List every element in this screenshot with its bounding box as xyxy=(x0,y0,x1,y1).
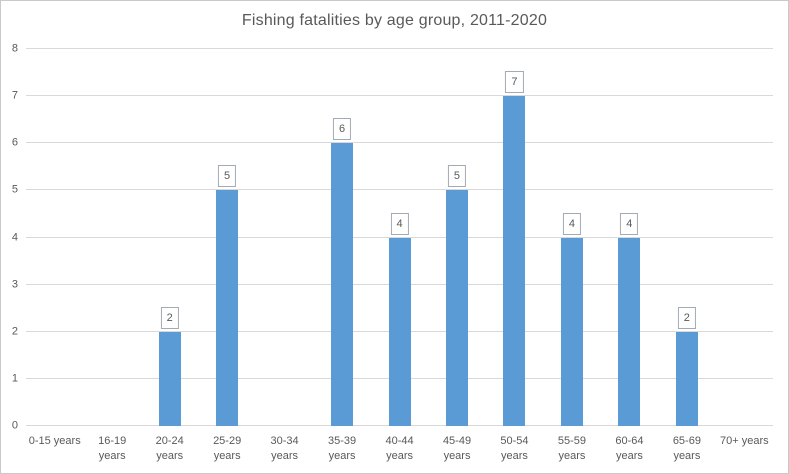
bar xyxy=(618,237,641,426)
bar xyxy=(560,237,583,426)
x-tick-label: 35-39 years xyxy=(328,435,357,462)
y-axis: 0 1 2 3 4 5 6 7 8 xyxy=(1,43,20,431)
x-tick-label: 70+ years xyxy=(720,435,769,447)
x-tick-label: 20-24 years xyxy=(155,435,184,462)
x-axis: 0-15 years 16-19 years 20-24 years 25-29 years… xyxy=(26,434,773,464)
data-label: 4 xyxy=(390,212,409,235)
y-tick-label: 1 xyxy=(11,372,18,385)
gridline xyxy=(26,236,773,238)
data-label: 4 xyxy=(562,212,581,235)
y-tick-label: 2 xyxy=(11,325,18,338)
y-tick-label: 7 xyxy=(11,89,18,102)
data-label: 5 xyxy=(447,165,467,188)
data-label: 2 xyxy=(677,306,696,329)
y-tick-label: 8 xyxy=(11,42,18,55)
x-tick-label: 0-15 years xyxy=(28,435,81,447)
bar xyxy=(675,331,698,426)
x-tick-label: 40-44 years xyxy=(385,435,414,462)
x-tick-label: 25-29 years xyxy=(213,435,242,462)
bar xyxy=(445,190,468,426)
chart-title: Fishing fatalities by age group, 2011-20… xyxy=(241,12,548,29)
x-tick-label: 50-54 years xyxy=(500,435,529,462)
bar xyxy=(216,190,239,426)
gridline xyxy=(26,48,773,49)
x-tick-label: 55-59 years xyxy=(557,435,587,462)
y-tick-label: 5 xyxy=(11,183,18,196)
gridline xyxy=(26,95,773,97)
y-tick-label: 0 xyxy=(11,419,18,432)
y-tick-label: 3 xyxy=(11,278,18,291)
data-label: 4 xyxy=(620,212,639,235)
data-label: 5 xyxy=(218,165,237,188)
plot-area: 2 5 6 4 5 7 4 4 2 xyxy=(26,48,773,426)
data-label: 2 xyxy=(160,306,179,329)
bar xyxy=(331,143,354,426)
x-tick-label: 16-19 years xyxy=(98,435,127,462)
data-label: 7 xyxy=(505,71,524,94)
bar xyxy=(158,331,181,426)
x-tick-label: 45-49 years xyxy=(442,435,472,462)
gridline xyxy=(26,142,773,144)
bar xyxy=(503,96,526,426)
y-tick-label: 6 xyxy=(11,136,18,149)
data-label: 6 xyxy=(332,118,352,141)
y-tick-label: 4 xyxy=(11,231,18,243)
x-tick-label: 65-69 years xyxy=(672,435,701,462)
bar xyxy=(388,237,411,426)
x-tick-label: 30-34 years xyxy=(270,435,299,462)
x-tick-label: 60-64 years xyxy=(615,435,644,462)
gridline xyxy=(26,189,773,191)
